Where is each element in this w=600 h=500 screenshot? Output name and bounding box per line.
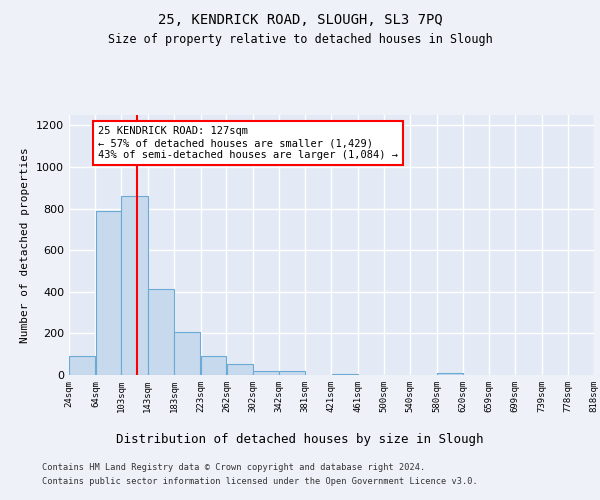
Bar	[227, 364, 253, 375]
Bar	[437, 373, 463, 375]
Bar	[174, 332, 200, 375]
Y-axis label: Number of detached properties: Number of detached properties	[20, 147, 31, 343]
Text: 25, KENDRICK ROAD, SLOUGH, SL3 7PQ: 25, KENDRICK ROAD, SLOUGH, SL3 7PQ	[158, 12, 442, 26]
Bar	[332, 374, 358, 375]
Text: Size of property relative to detached houses in Slough: Size of property relative to detached ho…	[107, 32, 493, 46]
Text: Contains HM Land Registry data © Crown copyright and database right 2024.: Contains HM Land Registry data © Crown c…	[42, 462, 425, 471]
Text: 25 KENDRICK ROAD: 127sqm
← 57% of detached houses are smaller (1,429)
43% of sem: 25 KENDRICK ROAD: 127sqm ← 57% of detach…	[98, 126, 398, 160]
Bar	[69, 356, 95, 375]
Bar	[121, 196, 148, 375]
Bar	[253, 372, 279, 375]
Bar	[280, 372, 305, 375]
Text: Distribution of detached houses by size in Slough: Distribution of detached houses by size …	[116, 432, 484, 446]
Text: Contains public sector information licensed under the Open Government Licence v3: Contains public sector information licen…	[42, 478, 478, 486]
Bar	[95, 210, 121, 375]
Bar	[148, 288, 174, 375]
Bar	[201, 356, 226, 375]
